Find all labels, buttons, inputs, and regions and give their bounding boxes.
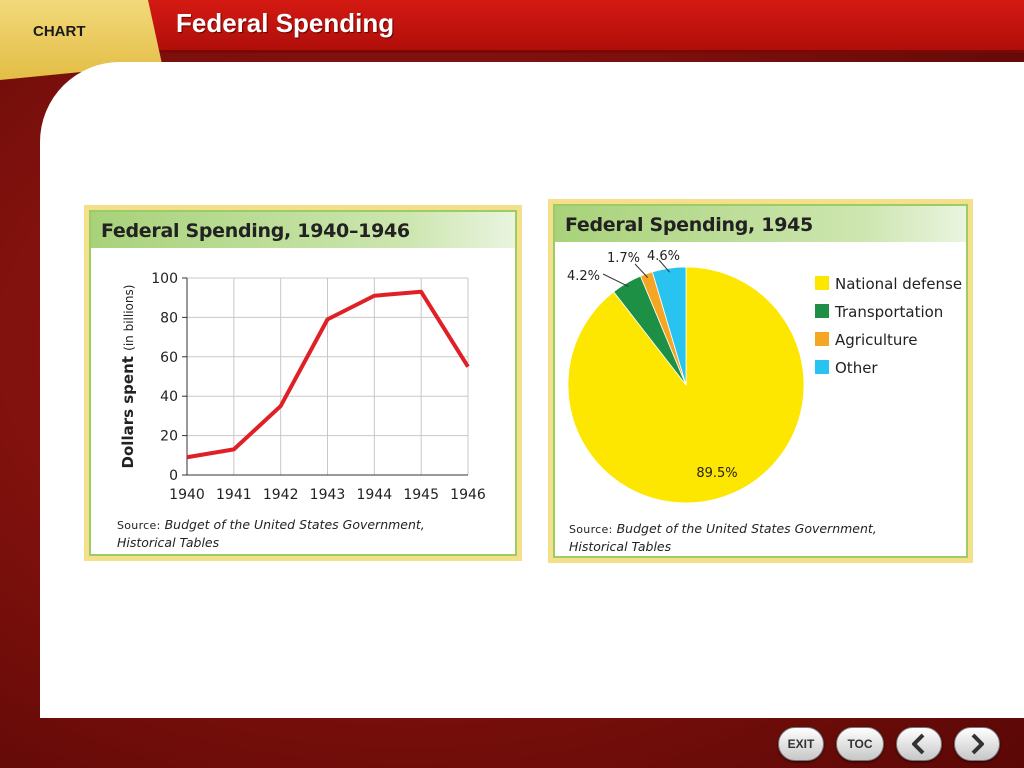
x-tick-label: 1945 bbox=[403, 487, 439, 503]
pie-chart-title-bar: Federal Spending, 1945 bbox=[555, 206, 966, 242]
y-axis-label-sub: (in billions) bbox=[122, 285, 136, 351]
toc-button-label: TOC bbox=[847, 737, 873, 751]
line-chart: 0 20 40 60 80 100 1940 1941 1942 1943 1944 1945 1946… bbox=[119, 271, 486, 503]
legend-swatch bbox=[815, 360, 829, 374]
legend-label: Agriculture bbox=[835, 331, 918, 349]
leader-line bbox=[602, 273, 629, 287]
x-tick-label: 1941 bbox=[216, 487, 252, 503]
header-bar bbox=[0, 0, 1024, 53]
line-chart-panel-inner: Federal Spending, 1940–1946 0 20 40 60 80 100… bbox=[89, 210, 517, 556]
x-tick-label: 1943 bbox=[310, 487, 346, 503]
line-chart-title-bar: Federal Spending, 1940–1946 bbox=[91, 212, 515, 248]
line-chart-source: Source: Budget of the United States Gove… bbox=[117, 516, 425, 551]
x-tick-label: 1946 bbox=[450, 487, 486, 503]
leader-line bbox=[634, 263, 649, 278]
previous-button[interactable] bbox=[896, 727, 942, 761]
data-label: 89.5% bbox=[696, 466, 737, 481]
source-text-2: Historical Tables bbox=[569, 539, 672, 554]
source-text: Budget of the United States Government, bbox=[616, 521, 877, 536]
legend-swatch bbox=[815, 332, 829, 346]
x-tick-label: 1940 bbox=[169, 487, 205, 503]
source-text-2: Historical Tables bbox=[117, 535, 220, 550]
pie-slice bbox=[651, 266, 687, 386]
data-label: 4.2% bbox=[567, 269, 600, 284]
legend-label: National defense bbox=[835, 275, 962, 293]
y-tick-label: 0 bbox=[169, 468, 178, 484]
y-tick-label: 60 bbox=[160, 350, 178, 366]
y-tick-label: 100 bbox=[151, 271, 178, 287]
x-tick-label: 1944 bbox=[357, 487, 393, 503]
exit-button[interactable]: EXIT bbox=[778, 727, 824, 761]
source-text: Budget of the United States Government, bbox=[164, 517, 425, 532]
line-chart-title: Federal Spending, 1940–1946 bbox=[101, 220, 410, 242]
chevron-left-icon bbox=[912, 733, 925, 755]
y-tick-label: 80 bbox=[160, 310, 178, 326]
exit-button-label: EXIT bbox=[787, 737, 815, 751]
chevron-right-icon bbox=[971, 733, 984, 755]
legend-label: Other bbox=[835, 359, 878, 377]
legend-swatch bbox=[815, 276, 829, 290]
page-title: Federal Spending bbox=[176, 8, 395, 38]
chart-tab-label: CHART bbox=[33, 23, 86, 40]
pie-chart-panel: Federal Spending, 1945 89.5% 4.2% 1.7% 4.6%… bbox=[548, 199, 973, 563]
y-axis-label: Dollars spent (in billions) bbox=[119, 285, 137, 469]
source-label: Source: bbox=[569, 523, 613, 536]
legend-swatch bbox=[815, 304, 829, 318]
data-label: 4.6% bbox=[647, 249, 680, 264]
line-chart-panel: Federal Spending, 1940–1946 0 20 40 60 80 100… bbox=[84, 205, 522, 561]
x-tick-label: 1942 bbox=[263, 487, 299, 503]
pie-chart-panel-inner: Federal Spending, 1945 89.5% 4.2% 1.7% 4.6%… bbox=[553, 204, 968, 558]
leader-line bbox=[658, 259, 670, 273]
y-axis-label-main: Dollars spent bbox=[119, 351, 137, 469]
y-tick-label: 20 bbox=[160, 429, 178, 445]
pie-chart-source: Source: Budget of the United States Gove… bbox=[569, 520, 877, 555]
pie-chart-title: Federal Spending, 1945 bbox=[565, 214, 813, 236]
source-label: Source: bbox=[117, 519, 161, 532]
data-label: 1.7% bbox=[607, 251, 640, 266]
pie-chart: 89.5% 4.2% 1.7% 4.6% National defense Transpo… bbox=[567, 249, 962, 504]
toc-button[interactable]: TOC bbox=[836, 727, 884, 761]
legend-label: Transportation bbox=[834, 303, 943, 321]
y-tick-label: 40 bbox=[160, 389, 178, 405]
next-button[interactable] bbox=[954, 727, 1000, 761]
